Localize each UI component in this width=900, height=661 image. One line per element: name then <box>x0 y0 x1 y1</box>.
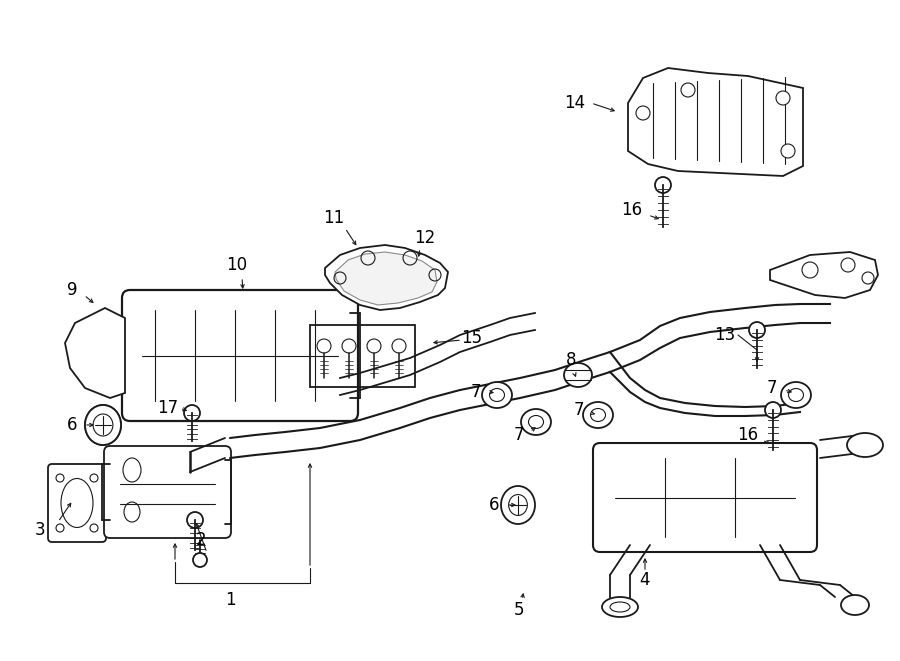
Text: 16: 16 <box>621 201 643 219</box>
Ellipse shape <box>187 512 203 528</box>
Ellipse shape <box>482 382 512 408</box>
FancyBboxPatch shape <box>122 290 358 421</box>
Ellipse shape <box>583 402 613 428</box>
Ellipse shape <box>85 405 121 445</box>
Ellipse shape <box>85 405 121 445</box>
Text: 13: 13 <box>715 326 735 344</box>
Ellipse shape <box>184 405 200 421</box>
Bar <box>310 325 415 387</box>
Ellipse shape <box>802 262 818 278</box>
Text: 7: 7 <box>471 383 482 401</box>
Text: 9: 9 <box>67 281 77 299</box>
Text: 15: 15 <box>462 329 482 347</box>
Ellipse shape <box>501 486 535 524</box>
Text: 7: 7 <box>574 401 584 419</box>
Polygon shape <box>65 308 125 398</box>
Text: 8: 8 <box>566 351 576 369</box>
Ellipse shape <box>681 83 695 97</box>
Text: 1: 1 <box>225 591 235 609</box>
Text: 4: 4 <box>640 571 650 589</box>
Text: 5: 5 <box>514 601 524 619</box>
FancyBboxPatch shape <box>593 443 817 552</box>
Ellipse shape <box>781 382 811 408</box>
Ellipse shape <box>602 597 638 617</box>
Ellipse shape <box>564 363 592 387</box>
Ellipse shape <box>392 339 406 353</box>
Polygon shape <box>770 252 878 298</box>
Text: 10: 10 <box>227 256 248 274</box>
Ellipse shape <box>776 91 790 105</box>
Text: 11: 11 <box>323 209 345 227</box>
Polygon shape <box>628 68 803 176</box>
Ellipse shape <box>841 258 855 272</box>
Ellipse shape <box>781 144 795 158</box>
Text: 6: 6 <box>67 416 77 434</box>
Ellipse shape <box>841 595 869 615</box>
Ellipse shape <box>367 339 381 353</box>
Ellipse shape <box>317 339 331 353</box>
Ellipse shape <box>765 402 781 418</box>
Text: 12: 12 <box>414 229 436 247</box>
Text: 7: 7 <box>514 426 524 444</box>
Ellipse shape <box>521 409 551 435</box>
Text: 3: 3 <box>35 521 45 539</box>
Ellipse shape <box>749 322 765 338</box>
Text: 14: 14 <box>564 94 586 112</box>
Ellipse shape <box>193 553 207 567</box>
Text: 17: 17 <box>158 399 178 417</box>
Ellipse shape <box>342 339 356 353</box>
Text: 7: 7 <box>767 379 778 397</box>
Polygon shape <box>335 252 437 305</box>
Ellipse shape <box>847 433 883 457</box>
Text: 6: 6 <box>489 496 500 514</box>
FancyBboxPatch shape <box>104 446 231 538</box>
Polygon shape <box>325 245 448 310</box>
Ellipse shape <box>862 272 874 284</box>
Text: 16: 16 <box>737 426 759 444</box>
Text: 2: 2 <box>195 531 206 549</box>
Ellipse shape <box>636 106 650 120</box>
Ellipse shape <box>655 177 671 193</box>
